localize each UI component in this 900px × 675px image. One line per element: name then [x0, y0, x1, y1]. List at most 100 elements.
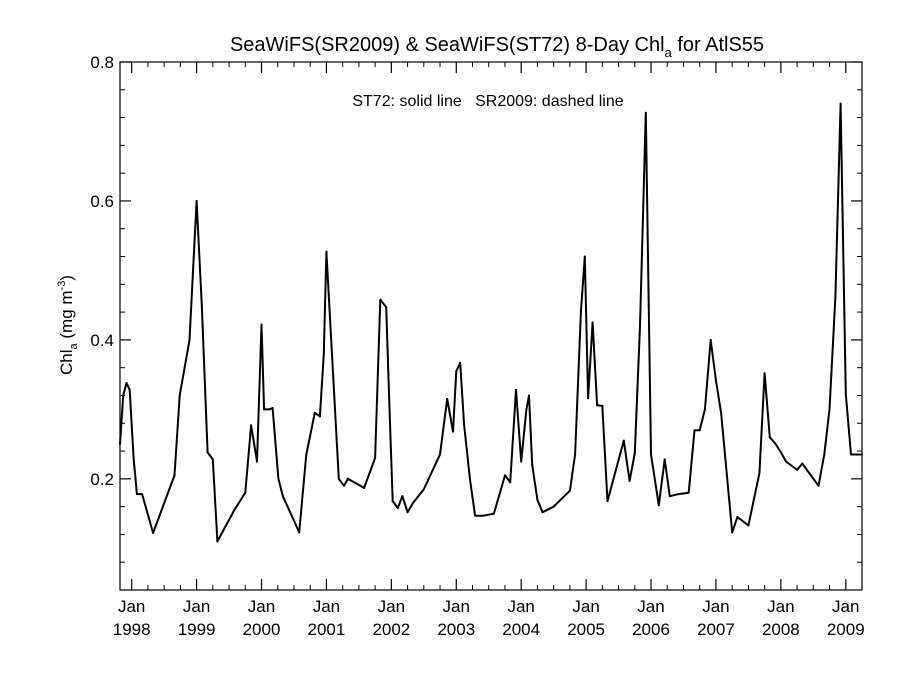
data-point [736, 516, 739, 519]
data-point [768, 436, 771, 439]
data-point [650, 453, 653, 456]
data-point [318, 415, 321, 418]
data-point [329, 335, 332, 338]
data-point [844, 393, 847, 396]
x-tick-label-year: 2008 [762, 620, 800, 639]
data-point [468, 477, 471, 480]
data-point [125, 381, 128, 384]
data-point [391, 500, 394, 503]
data-point [141, 493, 144, 496]
data-point [698, 429, 701, 432]
x-tick-label-year: 2009 [827, 620, 865, 639]
data-point [839, 102, 842, 105]
data-point [396, 507, 399, 510]
x-tick-label-month: Jan [832, 597, 859, 616]
data-point [763, 372, 766, 375]
y-axis-label-unit: (mg m [57, 290, 76, 343]
axes: 0.2 0.4 0.6 0.8 Jan 1998 Jan 1999 Jan 2000 Jan 2001… [90, 53, 864, 639]
data-point [693, 429, 696, 432]
x-tick-label-year: 2000 [243, 620, 281, 639]
data-point [687, 491, 690, 494]
data-point [132, 457, 135, 459]
data-point [579, 311, 582, 314]
data-point [503, 474, 506, 477]
data-point [541, 511, 544, 514]
x-tick-label-month: Jan [572, 597, 599, 616]
x-tick-label-month: Jan [767, 597, 794, 616]
data-point [596, 404, 599, 407]
x-tick-label-month: Jan [702, 597, 729, 616]
data-point [188, 338, 191, 341]
data-point [313, 411, 316, 414]
x-tick-label-month: Jan [248, 597, 275, 616]
data-point [178, 394, 181, 397]
data-point [268, 408, 271, 411]
data-point [668, 495, 671, 498]
data-point [271, 406, 274, 409]
data-point [379, 298, 382, 301]
data-point [779, 451, 782, 454]
data-point [173, 474, 176, 477]
data-point [509, 481, 512, 484]
y-axis-label-close: ) [57, 275, 76, 281]
y-tick-label: 0.6 [90, 192, 114, 211]
plot-area [119, 102, 863, 543]
data-point [455, 370, 458, 373]
data-point [801, 462, 804, 465]
data-point [422, 488, 425, 491]
x-tick-label-year: 2005 [567, 620, 605, 639]
data-point [211, 458, 214, 461]
data-point [568, 489, 571, 492]
data-point [657, 504, 660, 507]
x-tick-label-year: 2007 [697, 620, 735, 639]
data-point [439, 453, 442, 456]
data-point [601, 404, 604, 407]
data-point [482, 514, 485, 517]
data-point [446, 397, 449, 400]
data-point [552, 505, 555, 508]
data-point [663, 458, 666, 461]
data-point [122, 394, 125, 397]
y-tick-label: 0.4 [90, 331, 114, 350]
y-axis-label-superscript: -3 [56, 281, 68, 291]
data-point [474, 514, 477, 517]
data-point [633, 452, 636, 455]
data-point [709, 338, 712, 341]
data-point [861, 453, 863, 456]
x-tick-label-month: Jan [378, 597, 405, 616]
data-point [823, 453, 826, 456]
data-point [834, 295, 837, 298]
x-tick-label-year: 2004 [502, 620, 540, 639]
x-tick-label-year: 1998 [113, 620, 151, 639]
x-tick-label-year: 2001 [308, 620, 346, 639]
data-point [849, 453, 852, 456]
data-point [714, 379, 717, 382]
data-point [200, 304, 203, 307]
data-point [216, 540, 219, 543]
data-point [677, 493, 680, 496]
data-point [388, 404, 391, 407]
data-point [152, 532, 155, 535]
data-point [128, 388, 131, 391]
data-point [720, 411, 723, 414]
data-point [587, 397, 590, 400]
y-tick-label: 0.8 [90, 53, 114, 72]
data-point [168, 488, 171, 491]
x-tick-label-month: Jan [313, 597, 340, 616]
data-point [363, 486, 366, 489]
data-point [298, 531, 301, 534]
data-point [195, 199, 198, 202]
series-line-solid [119, 102, 862, 543]
chart-title-subscript: a [665, 45, 673, 60]
data-point [250, 424, 253, 427]
x-tick-label-month: Jan [443, 597, 470, 616]
y-axis-label-subscript: a [68, 342, 80, 349]
x-tick-label-year: 2002 [372, 620, 410, 639]
plot-frame [119, 61, 863, 591]
data-point [385, 306, 388, 309]
data-point [703, 408, 706, 411]
data-point [406, 511, 409, 514]
data-point [536, 498, 539, 501]
data-point [322, 352, 325, 355]
